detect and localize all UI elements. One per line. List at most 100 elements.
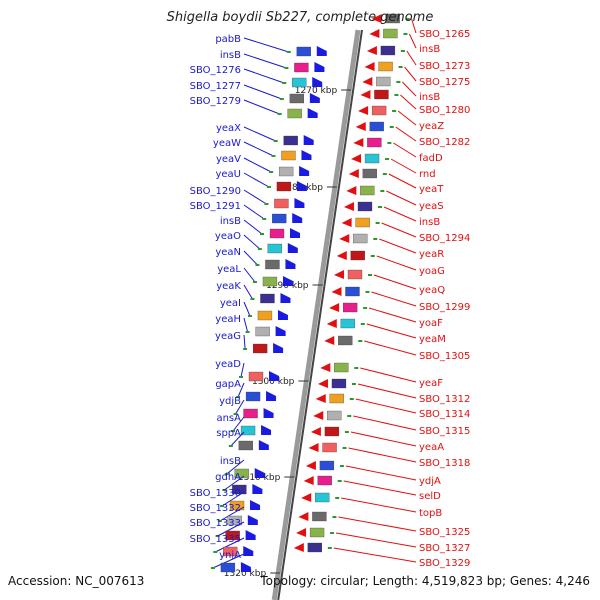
right-gene-connector	[376, 255, 417, 271]
left-gene-arrow	[282, 276, 293, 286]
left-gene-label: yeaG	[215, 331, 241, 342]
left-gene-label: SBO_1335	[190, 534, 241, 545]
right-gene-connector	[388, 173, 417, 189]
left-gene-feature	[292, 77, 307, 88]
right-gene-label: yoaG	[419, 266, 445, 277]
right-gene-connector	[348, 447, 417, 463]
left-gene-feature	[276, 181, 292, 192]
left-gene-feature	[245, 391, 261, 402]
left-gene-label: pabB	[215, 34, 241, 45]
right-gene-label: fadD	[419, 153, 443, 164]
right-gene-arrow	[336, 251, 347, 260]
left-gene-arrow	[303, 135, 314, 145]
right-gene-arrow	[353, 138, 364, 147]
left-gene-feature	[287, 108, 302, 119]
right-gene-label: rnd	[419, 169, 436, 180]
right-gene-arrow	[326, 319, 337, 328]
left-gene-arrow	[247, 515, 258, 525]
left-gene-label: SBO_1290	[190, 186, 241, 197]
backbone-shadow	[277, 29, 363, 600]
left-gene-feature	[260, 293, 275, 304]
right-gene-label: yeaT	[419, 184, 444, 195]
right-gene-connector	[355, 398, 417, 414]
left-gene-connector	[221, 491, 245, 507]
left-gene-arrow	[292, 213, 303, 223]
left-gene-feature	[255, 326, 270, 337]
right-gene-label: SBO_1329	[419, 558, 470, 569]
left-gene-connector	[243, 189, 267, 205]
right-gene-feature	[385, 13, 400, 24]
right-gene-feature	[317, 475, 332, 486]
right-gene-connector	[371, 291, 417, 307]
scale-tick-label: 1300 kbp	[252, 377, 295, 387]
right-gene-connector	[357, 383, 417, 399]
right-gene-label: SBO_1282	[419, 137, 470, 148]
right-gene-feature	[340, 318, 355, 329]
left-gene-arrow	[316, 46, 327, 56]
right-gene-arrow	[346, 186, 357, 195]
right-gene-arrow	[360, 90, 371, 99]
left-gene-label: SBO_1330	[190, 488, 241, 499]
right-gene-connector	[393, 142, 417, 158]
scale-tick-label: 1270 kbp	[295, 86, 338, 96]
scale-tick-label: 1320 kbp	[224, 569, 267, 579]
left-gene-feature	[227, 515, 242, 526]
left-gene-connector	[243, 126, 276, 142]
left-gene-connector	[240, 362, 245, 378]
right-gene-label: SBO_1305	[419, 351, 470, 362]
accession-label: Accession: NC_007613	[8, 574, 145, 588]
right-gene-feature	[307, 542, 323, 553]
left-gene-connector	[243, 141, 274, 157]
left-gene-feature	[220, 562, 236, 573]
right-gene-connector	[404, 66, 417, 82]
right-gene-connector	[411, 18, 417, 34]
left-gene-connector	[243, 84, 283, 100]
left-gene-arrow	[287, 243, 298, 253]
left-gene-connector	[243, 301, 251, 317]
left-gene-label: yeaO	[215, 231, 241, 242]
right-gene-connector	[401, 81, 417, 97]
right-gene-label: SBO_1265	[419, 29, 470, 40]
right-gene-arrow	[348, 169, 359, 178]
right-gene-feature	[353, 233, 368, 244]
right-gene-feature	[342, 302, 358, 313]
left-gene-connector	[243, 234, 261, 250]
left-gene-arrow	[243, 546, 254, 556]
left-gene-arrow	[314, 62, 325, 72]
right-gene-label: insB	[419, 217, 440, 228]
left-gene-feature	[248, 371, 264, 382]
left-gene-feature	[225, 530, 240, 541]
left-gene-arrow	[309, 93, 320, 103]
left-gene-connector	[217, 521, 245, 537]
genome-backbone	[271, 29, 361, 600]
right-gene-connector	[360, 367, 417, 383]
right-gene-label: SBO_1315	[419, 426, 470, 437]
left-gene-label: insB	[220, 216, 241, 227]
right-gene-connector	[381, 222, 417, 238]
right-gene-label: SBO_1273	[419, 61, 470, 72]
left-gene-label: yeaL	[217, 264, 241, 275]
right-gene-connector	[364, 340, 417, 356]
right-gene-label: yeaF	[419, 378, 443, 389]
right-gene-arrow	[303, 476, 314, 485]
right-gene-arrow	[369, 29, 380, 38]
right-gene-feature	[315, 492, 330, 503]
right-gene-connector	[343, 480, 417, 496]
left-gene-connector	[215, 537, 245, 553]
topology-label: Topology: circular; Length: 4,519,823 bp…	[260, 574, 590, 588]
left-gene-label: yeaU	[215, 169, 241, 180]
left-gene-arrow	[312, 77, 323, 87]
left-gene-connector	[219, 506, 245, 522]
left-gene-feature	[278, 166, 294, 177]
right-gene-arrow	[315, 394, 326, 403]
left-gene-feature	[265, 259, 280, 270]
left-gene-connector	[243, 317, 249, 333]
left-gene-label: yeaD	[215, 359, 241, 370]
right-gene-arrow	[320, 363, 331, 372]
right-gene-arrow	[358, 106, 369, 115]
left-gene-connector	[243, 157, 272, 173]
left-gene-label: yeaH	[215, 314, 241, 325]
right-gene-arrow	[305, 461, 316, 470]
left-gene-connector	[243, 68, 285, 84]
